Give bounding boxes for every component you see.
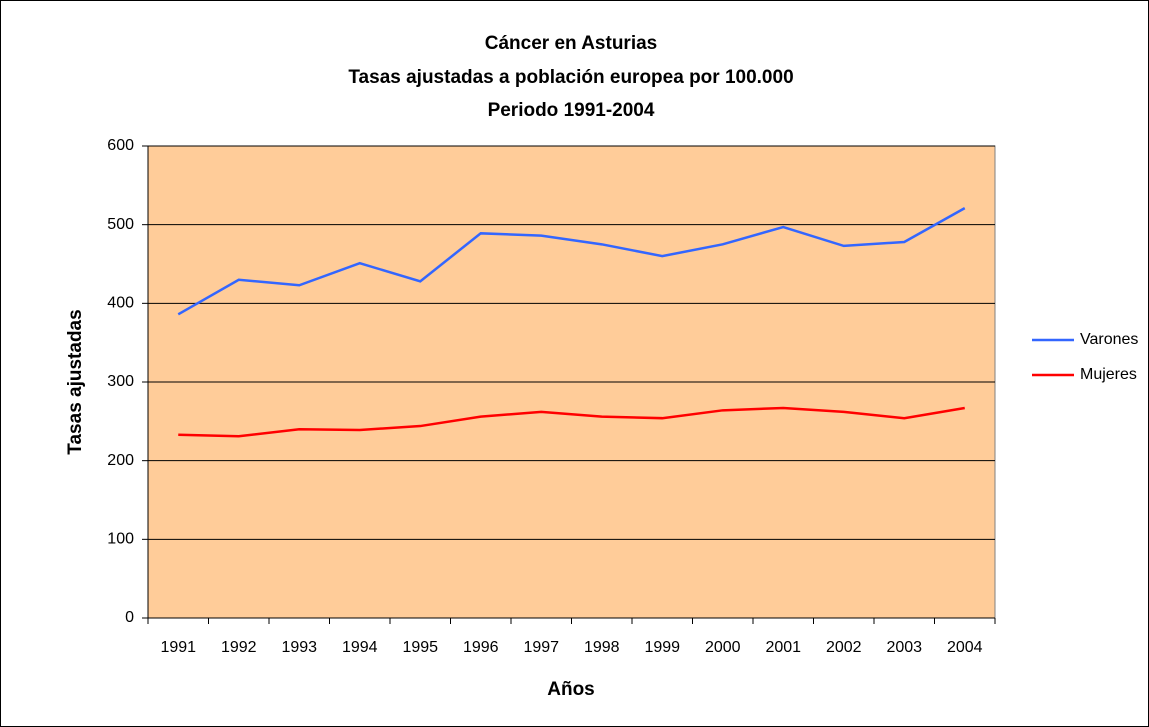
- data-line: [178, 406, 965, 438]
- x-tick-label: 2002: [826, 639, 862, 656]
- y-tick-label: 500: [107, 216, 134, 233]
- y-tick-label: 400: [107, 295, 134, 312]
- y-tick-label: 200: [107, 452, 134, 469]
- x-tick-label: 1997: [523, 639, 559, 656]
- x-tick-label: 1999: [644, 639, 680, 656]
- x-tick-label: 1994: [342, 639, 378, 656]
- x-tick-label: 1991: [160, 639, 196, 656]
- y-axis-label: Tasas ajustadas: [65, 309, 86, 454]
- chart-title: Periodo 1991-2004: [488, 100, 655, 121]
- x-tick-label: 2004: [947, 639, 983, 656]
- y-tick-label: 100: [107, 531, 134, 548]
- x-tick-label: 2000: [705, 639, 741, 656]
- x-tick-label: 2001: [765, 639, 801, 656]
- y-tick-label: 600: [107, 137, 134, 154]
- x-axis-label: Años: [547, 679, 595, 700]
- chart-title: Tasas ajustadas a población europea por …: [348, 67, 793, 88]
- x-tick-label: 1998: [584, 639, 620, 656]
- data-line: [177, 207, 966, 316]
- chart-title: Cáncer en Asturias: [485, 33, 657, 54]
- x-tick-label: 1992: [221, 639, 257, 656]
- y-tick-label: 300: [107, 373, 134, 390]
- y-tick-label: 0: [125, 609, 134, 626]
- legend-label: Varones: [1080, 331, 1138, 348]
- x-tick-label: 1993: [281, 639, 317, 656]
- legend-label: Mujeres: [1080, 366, 1137, 383]
- x-tick-label: 1995: [402, 639, 438, 656]
- x-tick-label: 1996: [463, 639, 499, 656]
- x-tick-label: 2003: [886, 639, 922, 656]
